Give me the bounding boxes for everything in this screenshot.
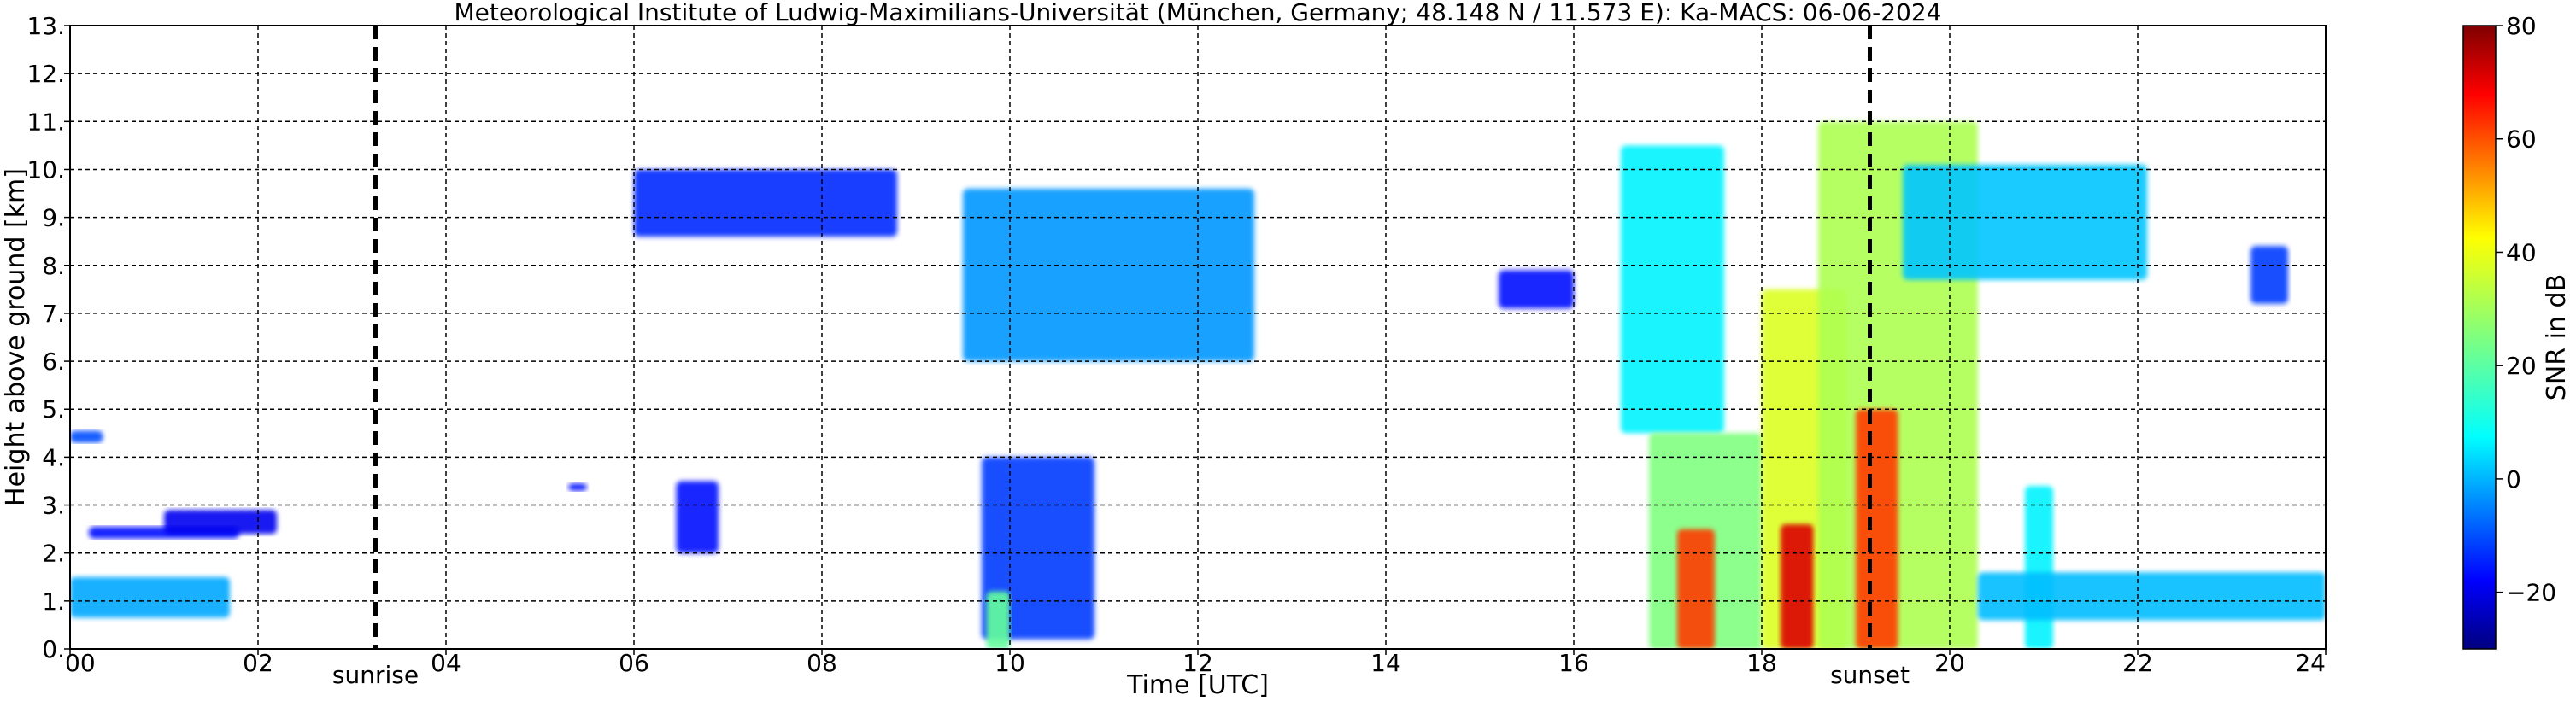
echo-region <box>1621 145 1724 434</box>
y-tick-label: 2. <box>42 540 65 568</box>
colorbar-tick-label: 80 <box>2506 12 2537 40</box>
y-tick-label: 8. <box>42 252 65 280</box>
x-tick-label: 14 <box>1370 649 1401 677</box>
echo-region <box>963 188 1254 362</box>
x-tick-label: 22 <box>2122 649 2153 677</box>
echo-region <box>2250 246 2288 304</box>
echo-region <box>2025 486 2053 649</box>
colorbar: −20 0 20 40 60 80 SNR in dB <box>2462 12 2572 650</box>
x-tick-label: 06 <box>619 649 649 677</box>
echo-region <box>1499 270 1574 309</box>
colorbar-tick-label: 40 <box>2506 238 2537 266</box>
colorbar-tick-layer: −20 0 20 40 60 80 <box>2496 12 2556 607</box>
y-axis-title: Height above ground [km] <box>1 168 31 506</box>
y-tick-label: 7. <box>42 300 65 328</box>
echo-region <box>1781 524 1814 649</box>
y-tick-label: 0. <box>42 635 65 663</box>
x-tick-label: 20 <box>1934 649 1965 677</box>
sunrise-label: sunrise <box>332 661 419 689</box>
grid-layer <box>70 26 2326 649</box>
y-tick-label: 6. <box>42 348 65 376</box>
echo-region <box>1978 572 2326 621</box>
colorbar-tick-label: −20 <box>2506 579 2556 607</box>
chart-title: Meteorological Institute of Ludwig-Maxim… <box>454 0 1941 26</box>
colorbar-gradient <box>2462 25 2497 650</box>
x-tick-label: 18 <box>1746 649 1777 677</box>
y-tick-label: 11. <box>26 108 65 136</box>
echo-region <box>676 481 719 553</box>
echo-region <box>70 576 230 618</box>
y-tick-label: 4. <box>42 443 65 471</box>
y-tick-label: 10. <box>26 155 65 184</box>
x-tick-label: 00 <box>65 649 96 677</box>
x-tick-label: 02 <box>243 649 273 677</box>
colorbar-tick-label: 60 <box>2506 126 2537 154</box>
y-tick-label: 1. <box>42 587 65 616</box>
y-tick-label: 9. <box>42 204 65 232</box>
echo-region <box>634 169 897 237</box>
y-tick-label: 3. <box>42 492 65 520</box>
echo-region <box>1903 164 2147 280</box>
echo-region <box>70 430 103 443</box>
x-tick-label: 08 <box>807 649 837 677</box>
sunset-label: sunset <box>1830 661 1910 689</box>
x-tick-layer: 00 02 04 06 08 10 12 14 16 18 20 22 24 <box>65 649 2327 677</box>
echo-region <box>164 510 277 535</box>
x-tick-label: 04 <box>431 649 461 677</box>
x-tick-label: 24 <box>2295 649 2326 677</box>
marker-layer: sunrise sunset <box>332 26 1910 689</box>
echo-region <box>986 591 1010 649</box>
echo-region <box>1856 409 1898 649</box>
colorbar-tick-label: 0 <box>2506 465 2521 494</box>
y-tick-label: 13. <box>26 12 65 40</box>
echo-region <box>1677 529 1715 649</box>
x-tick-label: 16 <box>1558 649 1589 677</box>
x-tick-label: 10 <box>995 649 1025 677</box>
echo-region <box>568 483 587 491</box>
colorbar-tick-label: 20 <box>2506 352 2537 380</box>
colorbar-label: SNR in dB <box>2542 274 2572 400</box>
y-tick-layer: 0. 1. 2. 3. 4. 5. 6. 7. 8. 9. 10. 11. 12. 13. <box>26 12 70 663</box>
x-tick-label: 12 <box>1182 649 1213 677</box>
y-tick-label: 5. <box>42 395 65 424</box>
y-tick-label: 12. <box>26 60 65 88</box>
x-axis-title: Time [UTC] <box>1126 670 1269 700</box>
